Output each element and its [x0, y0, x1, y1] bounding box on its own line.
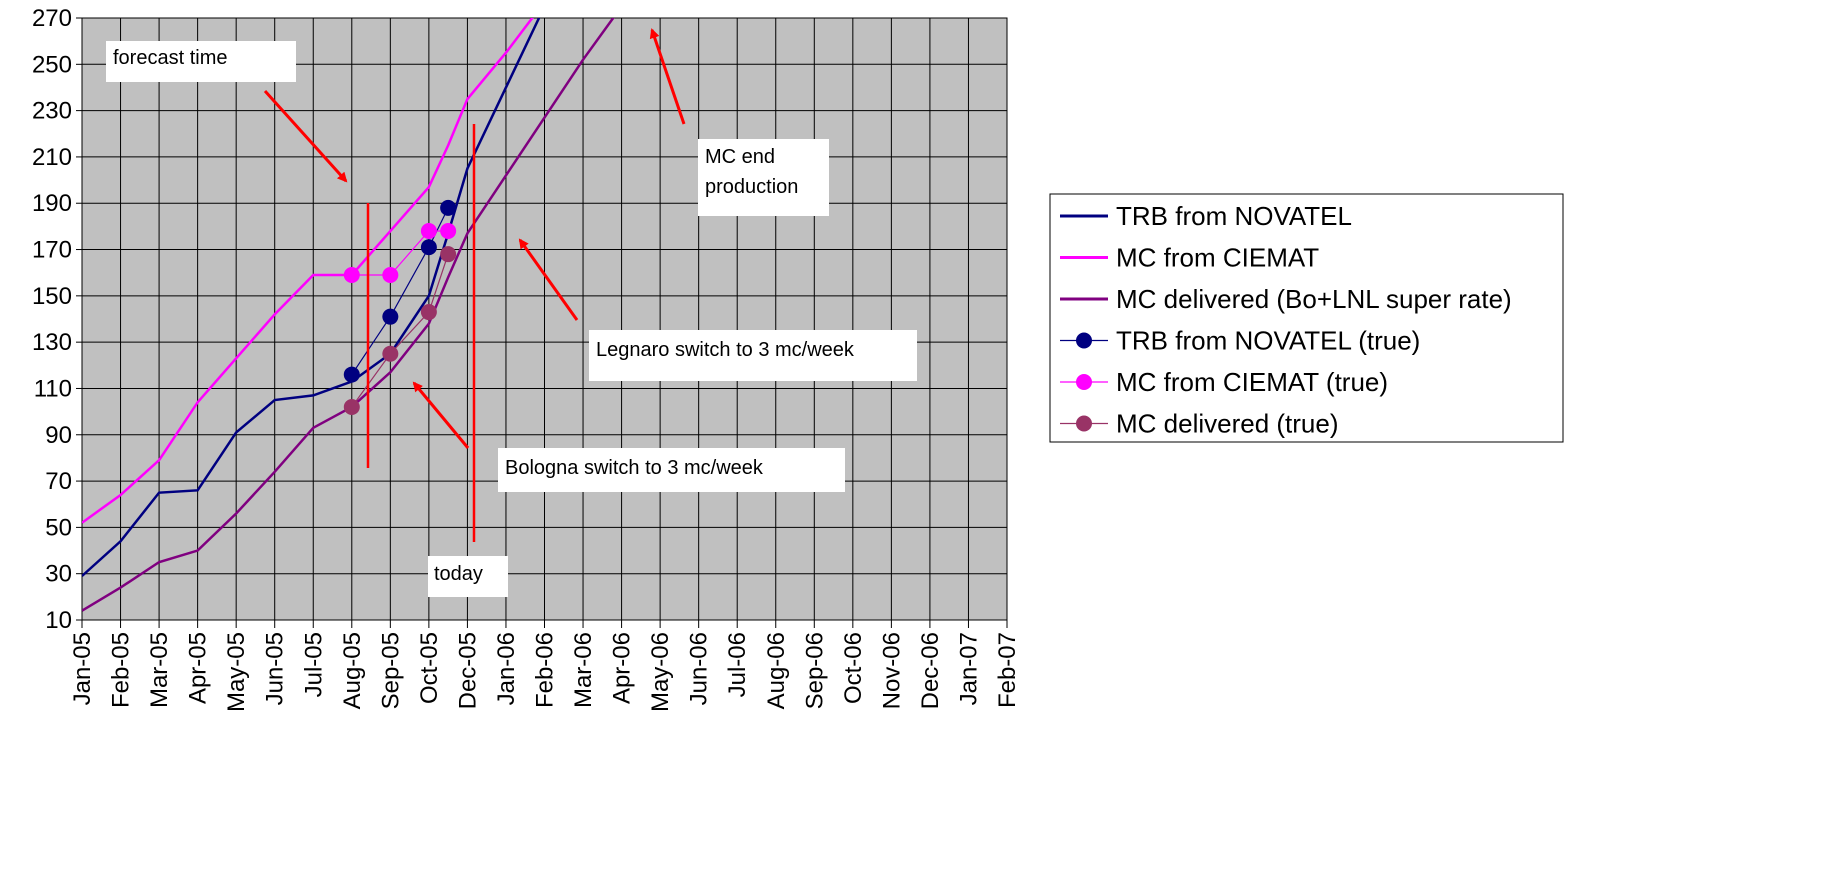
x-tick-label: Aug-05 [339, 632, 366, 709]
annotation-forecast-time-text: forecast time [113, 47, 227, 69]
x-tick-label: Jul-05 [300, 632, 327, 697]
legend: TRB from NOVATEL MC from CIEMAT MC deliver… [1049, 193, 1564, 443]
legend-item: MC from CIEMAT (true) [1060, 367, 1388, 397]
x-tick-label: Jun-06 [686, 632, 713, 705]
annotation-today: today [428, 556, 508, 597]
y-tick-label: 110 [34, 375, 72, 402]
x-tick-label: Dec-06 [917, 632, 944, 709]
legend-item: MC delivered (Bo+LNL super rate) [1060, 284, 1512, 314]
annotation-legnaro: Legnaro switch to 3 mc/week [589, 330, 917, 381]
y-tick-label: 210 [32, 144, 72, 171]
y-tick-label: 270 [32, 5, 72, 32]
y-tick-label: 230 [32, 98, 72, 125]
x-tick-label: Jan-07 [955, 632, 982, 705]
x-tick-label: Feb-05 [108, 632, 135, 708]
y-tick-label: 130 [32, 329, 72, 356]
y-tick-label: 250 [32, 51, 72, 78]
x-tick-label: Oct-05 [416, 632, 443, 704]
data-point [382, 345, 399, 362]
x-tick-label: Mar-06 [570, 632, 597, 708]
x-tick-label: Dec-05 [454, 632, 481, 709]
annotation-bologna: Bologna switch to 3 mc/week [498, 448, 845, 492]
legend-label: MC from CIEMAT [1116, 243, 1319, 273]
annotation-mc-end: MC end production [698, 139, 829, 216]
legend-item: MC delivered (true) [1060, 409, 1339, 439]
x-tick-label: Mar-05 [146, 632, 173, 708]
legend-label: TRB from NOVATEL (true) [1116, 326, 1420, 356]
data-point [440, 223, 457, 240]
y-tick-label: 90 [45, 422, 72, 449]
data-point [343, 398, 360, 415]
annotation-mc-end-line1: MC end [705, 146, 775, 168]
legend-label: MC delivered (Bo+LNL super rate) [1116, 284, 1512, 314]
legend-label: MC from CIEMAT (true) [1116, 367, 1388, 397]
legend-label: TRB from NOVATEL [1116, 201, 1352, 231]
legend-item: TRB from NOVATEL [1060, 201, 1352, 231]
series-line [82, 18, 615, 612]
series-5 [343, 246, 457, 415]
x-tick-label: Jun-05 [262, 632, 289, 705]
data-point [420, 304, 437, 321]
annotation-mc-end-line2: production [705, 176, 798, 198]
x-tick-label: Nov-06 [878, 632, 905, 709]
legend-item: MC from CIEMAT [1060, 243, 1319, 273]
x-tick-label: Sep-06 [801, 632, 828, 709]
annotations: forecast time MC end production Legnaro … [106, 28, 917, 597]
y-tick-label: 170 [32, 237, 72, 264]
y-tick-label: 70 [45, 468, 72, 495]
y-tick-label: 50 [45, 514, 72, 541]
series-line [351, 230, 449, 276]
x-axis: Jan-05 Feb-05 Mar-05 Apr-05 May-05 Jun-05 Jul-… [69, 620, 1021, 712]
legend-marker [1076, 332, 1092, 349]
series-2 [82, 18, 615, 612]
x-tick-label: Apr-06 [609, 632, 636, 704]
x-tick-label: Jul-06 [724, 632, 751, 697]
data-point [440, 199, 457, 216]
annotation-today-text: today [434, 563, 483, 585]
x-tick-label: May-05 [223, 632, 250, 712]
legend-marker [1076, 415, 1092, 432]
data-point [343, 267, 360, 284]
y-tick-label: 150 [32, 283, 72, 310]
arrow-bologna [412, 381, 470, 449]
y-axis: 10 30 50 70 90 110 130 150 170 190 210 230 250 270 [32, 5, 82, 634]
data-point [440, 246, 457, 263]
data-point [382, 308, 399, 325]
legend-box [1049, 193, 1564, 443]
x-tick-label: Jan-06 [493, 632, 520, 705]
series-3 [343, 199, 457, 383]
x-tick-label: May-06 [647, 632, 674, 712]
x-tick-label: Sep-05 [377, 632, 404, 709]
x-tick-label: Aug-06 [763, 632, 790, 709]
x-tick-label: Jan-05 [69, 632, 96, 705]
series-line [351, 253, 449, 408]
gridlines [81, 17, 1008, 621]
arrow-mc-end [649, 28, 686, 125]
y-tick-label: 30 [45, 561, 72, 588]
x-tick-label: Oct-06 [840, 632, 867, 704]
x-tick-label: Apr-05 [185, 632, 212, 704]
data-point [382, 267, 399, 284]
series-4 [343, 223, 457, 284]
annotation-forecast-time: forecast time [106, 41, 296, 82]
data-point [420, 223, 437, 240]
legend-marker [1076, 374, 1092, 390]
arrow-legnaro [518, 238, 579, 321]
arrow-forecast [263, 89, 348, 183]
series-line [351, 207, 449, 375]
y-tick-label: 10 [45, 607, 72, 634]
data-point [420, 239, 437, 256]
legend-item: TRB from NOVATEL (true) [1060, 326, 1420, 356]
legend-label: MC delivered (true) [1116, 409, 1339, 439]
annotation-bologna-text: Bologna switch to 3 mc/week [505, 457, 764, 479]
data-point [343, 366, 360, 383]
annotation-legnaro-text: Legnaro switch to 3 mc/week [596, 339, 855, 361]
x-tick-label: Feb-07 [994, 632, 1021, 708]
series-layer [82, 18, 615, 612]
x-tick-label: Feb-06 [532, 632, 559, 708]
y-tick-label: 190 [32, 190, 72, 217]
